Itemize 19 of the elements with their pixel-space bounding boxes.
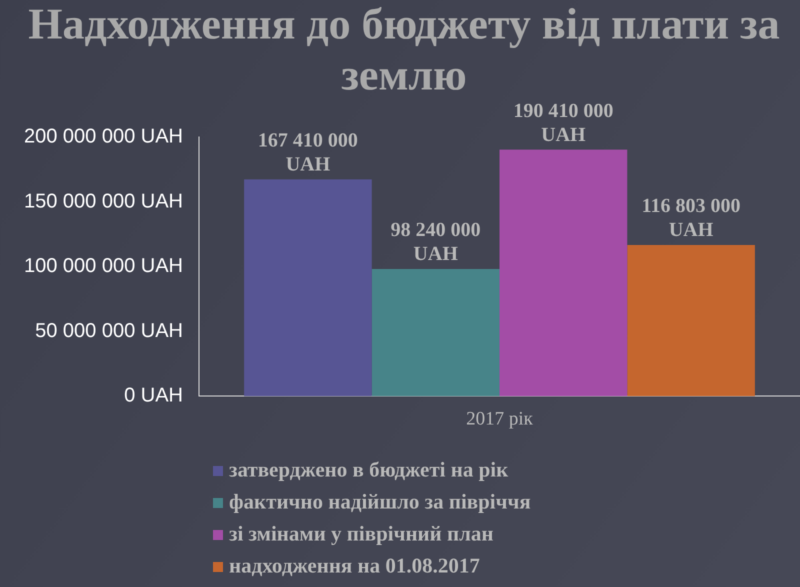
legend-label: надходження на 01.08.2017 [229, 553, 480, 578]
y-tick-label: 0 UAH [124, 384, 184, 407]
chart-title: Надходження до бюджету від плати за землю [28, 0, 780, 100]
data-label: 98 240 000 UAH [390, 219, 481, 266]
y-tick-label: 150 000 000 UAH [24, 190, 184, 212]
legend-label: зі змінами у піврічний план [229, 521, 494, 546]
y-tick-label: 100 000 000 UAH [24, 255, 184, 278]
bar [372, 268, 500, 396]
data-label: 167 410 000 UAH [258, 130, 358, 176]
bar [500, 150, 628, 396]
legend-label: затверджено в бюджеті на рік [229, 457, 510, 482]
y-tick-label: 50 000 000 UAH [35, 320, 184, 342]
data-label: 190 410 000 UAH [513, 100, 614, 146]
bar [627, 244, 755, 396]
legend-label: фактично надійшло за півріччя [229, 489, 531, 514]
y-tick-label: 200 000 000 UAH [24, 126, 184, 148]
data-label: 116 803 000 UAH [642, 195, 741, 242]
x-tick-label: 2017 рік [466, 408, 534, 430]
bar [244, 179, 372, 396]
